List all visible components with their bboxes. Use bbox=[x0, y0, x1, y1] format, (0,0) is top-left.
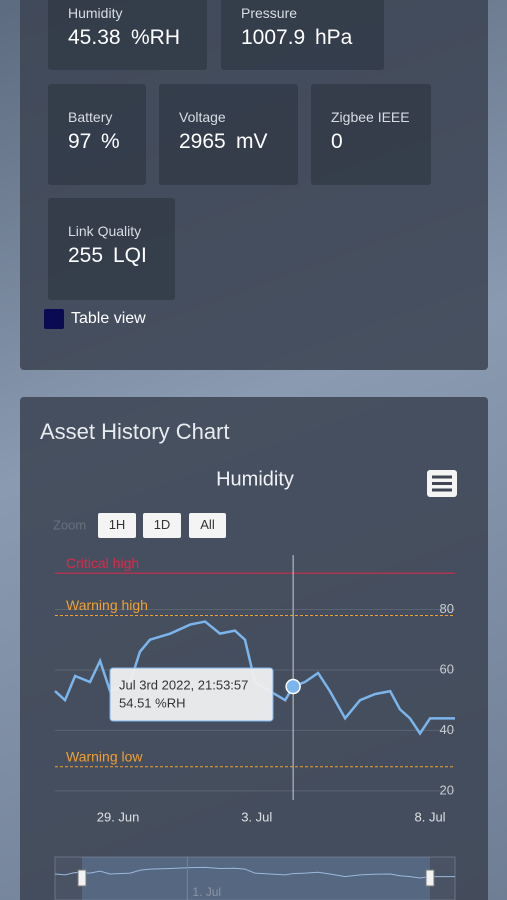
tile-value: % bbox=[101, 130, 120, 153]
tile-value: 255 bbox=[68, 244, 104, 267]
zoom-button-label[interactable]: 1D bbox=[154, 517, 171, 532]
tile-value: 2965 bbox=[179, 130, 226, 153]
tooltip-title: Jul 3rd 2022, 21:53:57 bbox=[119, 677, 248, 692]
checkbox[interactable] bbox=[44, 309, 64, 329]
tile-label: Battery bbox=[68, 109, 113, 125]
navigator-bg bbox=[54, 856, 456, 900]
tile-value: 1007.9 bbox=[241, 26, 306, 49]
zoom-button[interactable] bbox=[189, 513, 226, 538]
tooltip-point bbox=[285, 678, 301, 695]
tile: Voltage 2965 mV bbox=[159, 84, 298, 185]
y-tick-label: 80 bbox=[440, 601, 454, 616]
tile: Humidity 45.38 %RH bbox=[48, 0, 207, 70]
tile-value: 0 bbox=[331, 130, 343, 153]
tile: Link Quality 255 LQI bbox=[48, 198, 175, 300]
tile: Zigbee IEEE 0 bbox=[311, 84, 431, 185]
y-tick-label: 20 bbox=[440, 782, 454, 797]
zoom-button[interactable] bbox=[98, 513, 136, 538]
navigator-line bbox=[54, 866, 455, 879]
navigator-handle[interactable] bbox=[425, 869, 435, 887]
tile: Battery 97% bbox=[48, 84, 146, 185]
tile-label: Link Quality bbox=[68, 223, 142, 239]
card-title: Asset History Chart bbox=[40, 419, 230, 444]
navigator-tick-label: 1. Jul bbox=[192, 885, 221, 899]
tile-value: LQI bbox=[113, 244, 147, 267]
zoom-button-label[interactable]: All bbox=[200, 517, 215, 532]
y-tick-label: 60 bbox=[440, 661, 454, 676]
tile-label: Zigbee IEEE bbox=[331, 109, 410, 125]
zoom-button-label[interactable]: 1H bbox=[109, 517, 126, 532]
menu-icon-bar bbox=[432, 475, 452, 479]
tile-value: %RH bbox=[131, 26, 181, 49]
zoom-label: Zoom bbox=[53, 517, 86, 532]
y-tick-label: 40 bbox=[440, 722, 454, 737]
tooltip-text: 54.51 %RH bbox=[119, 695, 185, 710]
tile-value: 97 bbox=[68, 130, 92, 153]
plot-line-label: Critical high bbox=[66, 555, 139, 571]
x-tick-label: 8. Jul bbox=[415, 809, 446, 824]
tooltip-box bbox=[109, 667, 274, 722]
chart-card bbox=[20, 397, 488, 900]
plot-line-label: Warning high bbox=[66, 597, 148, 613]
table-view-label[interactable]: Table view bbox=[71, 310, 146, 327]
zoom-button[interactable] bbox=[143, 513, 181, 538]
x-tick-label: 29. Jun bbox=[97, 809, 140, 824]
navigator-handle[interactable] bbox=[77, 869, 87, 887]
tile-label: Humidity bbox=[68, 5, 123, 21]
tile-label: Voltage bbox=[179, 109, 226, 125]
menu-icon-bar bbox=[432, 482, 452, 485]
plot-line-label: Warning low bbox=[66, 748, 143, 764]
navigator-selection bbox=[82, 857, 430, 900]
menu-icon-bar bbox=[432, 488, 452, 492]
chart-title: Humidity bbox=[216, 468, 294, 490]
x-tick-label: 3. Jul bbox=[241, 809, 272, 824]
tile: Pressure 1007.9 hPa bbox=[221, 0, 384, 70]
tile-value: hPa bbox=[315, 26, 353, 49]
tile-value: 45.38 bbox=[68, 26, 121, 49]
tile-value: mV bbox=[236, 130, 268, 153]
tile-label: Pressure bbox=[241, 5, 298, 21]
